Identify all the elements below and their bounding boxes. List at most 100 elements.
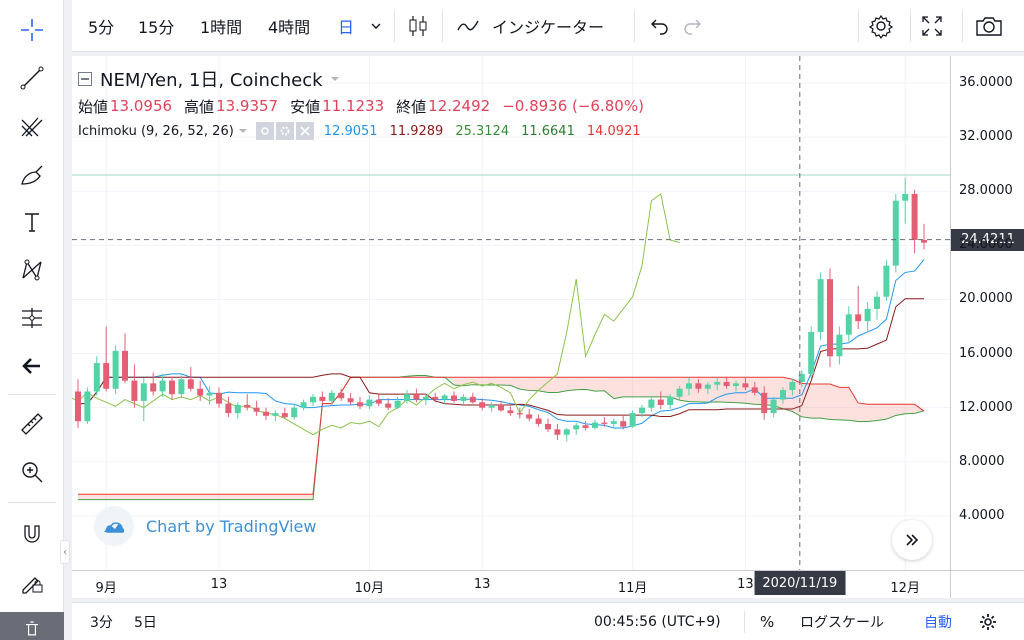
undo-button[interactable] (648, 0, 670, 52)
candle-body (855, 314, 862, 322)
candle-body (601, 422, 608, 424)
eye-icon (261, 127, 269, 135)
fullscreen-icon (922, 16, 942, 36)
eye-button[interactable] (255, 122, 274, 140)
indicator-settings-button[interactable] (275, 122, 294, 140)
ruler-tool[interactable] (10, 404, 54, 444)
percent-label: % (760, 613, 775, 631)
zoom-tool[interactable] (10, 452, 54, 492)
price-tick-label: 32.0000 (959, 129, 1013, 145)
candle-body (244, 404, 251, 408)
chevron-down-icon (371, 23, 381, 29)
chart-type-button[interactable] (406, 0, 430, 52)
candle-body (507, 410, 514, 414)
symbol-menu-icon[interactable] (329, 73, 341, 85)
interval-label: 5分 (88, 18, 115, 37)
back-tool[interactable] (10, 346, 54, 386)
pattern-tool[interactable] (10, 250, 54, 290)
collapse-toolbar-handle[interactable]: ‹ (60, 540, 70, 564)
interval-1h[interactable]: 1時間 (200, 0, 242, 52)
pitchfork-tool[interactable] (10, 106, 54, 146)
indicators-icon (457, 20, 479, 31)
candle-body (751, 387, 758, 393)
range-label: 3分 (90, 615, 113, 631)
candle-body (75, 391, 81, 422)
toolbar-divider (910, 10, 911, 42)
range-3m-button[interactable]: 3分 (90, 603, 113, 640)
trend-line-tool[interactable] (10, 58, 54, 98)
redo-button[interactable] (682, 0, 704, 52)
scroll-to-realtime-button[interactable] (892, 520, 932, 560)
settings-button[interactable] (868, 0, 894, 52)
candle-body (206, 392, 213, 396)
auto-scale-toggle[interactable]: 自動 (924, 603, 952, 640)
collapse-legend-button[interactable] (78, 72, 92, 86)
candle-body (216, 392, 222, 404)
kumo-cloud-segment (613, 377, 624, 399)
kumo-cloud-segment (284, 494, 295, 500)
kumo-cloud-segment (115, 494, 125, 500)
remove-indicator-button[interactable] (295, 122, 314, 140)
kumo-cloud-segment (811, 384, 821, 419)
range-5d-button[interactable]: 5日 (134, 603, 157, 640)
interval-15m[interactable]: 15分 (138, 0, 174, 52)
kumo-cloud-segment (106, 494, 116, 500)
brush-icon (21, 165, 43, 185)
tradingview-logo (94, 506, 134, 546)
indicator-title[interactable]: Ichimoku (9, 26, 52, 26) (78, 123, 234, 139)
candle-body (131, 380, 138, 401)
scale-settings-button[interactable] (978, 603, 998, 640)
crosshair-price-label: 24.4211 (951, 228, 1024, 251)
log-scale-toggle[interactable]: ログスケール (800, 603, 884, 640)
interval-dropdown[interactable] (370, 0, 382, 52)
candle-body (103, 363, 110, 389)
text-tool[interactable] (10, 202, 54, 242)
price-tick-label: 12.0000 (959, 399, 1013, 415)
kumo-cloud-segment (595, 377, 605, 392)
screenshot-button[interactable] (974, 0, 1004, 52)
candle-body (93, 363, 100, 392)
kumo-cloud-segment (247, 494, 257, 500)
tradingview-watermark[interactable]: Chart by TradingView (94, 506, 316, 546)
time-tick-label: 9月 (95, 581, 117, 596)
candle-body (742, 383, 749, 388)
candle-body (498, 404, 504, 411)
interval-4h[interactable]: 4時間 (268, 0, 310, 52)
indicators-button[interactable]: インジケーター (456, 0, 604, 52)
chart-pane[interactable]: NEM/Yen, 1日, Coincheck 始値 13.0956 高値 13.… (72, 56, 950, 570)
auto-label: 自動 (924, 615, 952, 631)
kumo-cloud-segment (181, 494, 191, 500)
pitchfork-icon (21, 117, 43, 137)
kumo-cloud-segment (566, 377, 577, 391)
indicator-row: Ichimoku (9, 26, 52, 26) 12.9051 11.9289… (78, 120, 653, 142)
time-scale[interactable]: 2020/11/19 9月 13 10月 13 11月 13 12月 (72, 570, 950, 598)
interval-1d[interactable]: 日 (338, 0, 354, 52)
fullscreen-button[interactable] (920, 0, 944, 52)
prediction-tool[interactable] (10, 298, 54, 338)
crosshair-tool[interactable] (10, 10, 54, 50)
price-chart[interactable] (72, 56, 950, 570)
symbol-title[interactable]: NEM/Yen, 1日, Coincheck (100, 70, 323, 91)
candle-body (413, 394, 420, 400)
magnet-tool[interactable] (10, 514, 54, 554)
brush-tool[interactable] (10, 154, 54, 194)
kumo-cloud-segment (877, 404, 887, 421)
lock-drawings-tool[interactable] (10, 562, 54, 602)
candle-body (883, 265, 890, 297)
percent-toggle[interactable]: % (760, 603, 774, 640)
prediction-icon (22, 308, 42, 328)
interval-5m[interactable]: 5分 (88, 0, 114, 52)
candle-body (789, 381, 796, 391)
scale-corner (950, 570, 1024, 598)
symbol-row: NEM/Yen, 1日, Coincheck (78, 66, 653, 92)
magnet-icon (24, 525, 40, 543)
candle-body (422, 396, 429, 400)
timezone-button[interactable]: 00:45:56 (UTC+9) (594, 603, 721, 640)
kumo-cloud-segment (886, 404, 896, 420)
close-label: 終値 (396, 97, 427, 116)
hide-drawings-tool[interactable] (0, 612, 64, 640)
trash-icon (26, 621, 38, 636)
price-scale[interactable]: 24.4211 36.0000 32.0000 28.0000 24.0000 20.0… (950, 56, 1024, 570)
candle-body (488, 404, 495, 408)
indicator-menu-icon[interactable] (238, 126, 248, 136)
